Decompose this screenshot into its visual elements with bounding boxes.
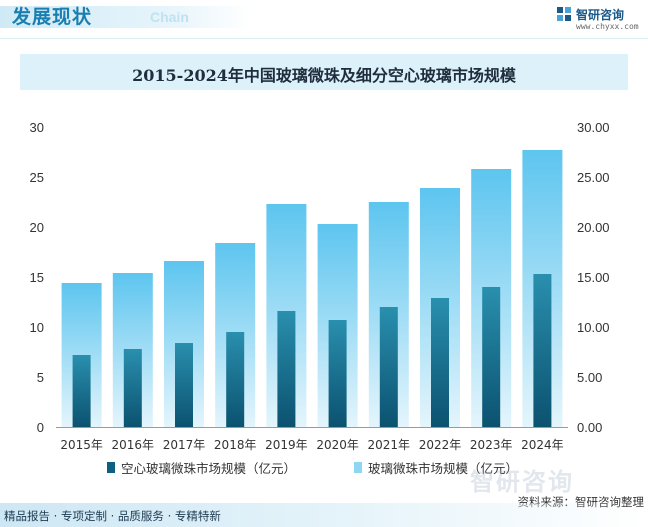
legend-swatch-hollow (107, 461, 115, 473)
legend: 空心玻璃微珠市场规模（亿元） 玻璃微珠市场规模（亿元） (0, 457, 648, 477)
y-left-tick-label: 10 (30, 320, 44, 335)
bar-hollow-microbead[interactable] (431, 298, 449, 427)
x-tick-label: 2016年 (112, 438, 155, 452)
bar-hollow-microbead[interactable] (533, 274, 552, 427)
brand-name: 智研咨询 (576, 8, 625, 22)
bar-hollow-microbead[interactable] (175, 343, 193, 427)
x-tick-label: 2023年 (470, 438, 513, 452)
x-tick-label: 2019年 (265, 438, 308, 452)
legend-swatch-glass (354, 461, 362, 473)
page-footer: 精品报告 · 专项定制 · 品质服务 · 专精特新 (0, 503, 648, 527)
y-axis-right: 0.00 5.00 10.00 15.00 20.00 25.00 30.00 (577, 120, 610, 435)
y-right-tick-label: 0.00 (577, 420, 602, 435)
x-tick-label: 2017年 (163, 438, 206, 452)
page-header: 发展现状 Chain 智研咨询 www.chyxx.com (0, 0, 648, 39)
watermark: 智研咨询 (470, 468, 574, 496)
y-left-tick-label: 0 (37, 420, 44, 435)
bar-hollow-microbead[interactable] (72, 355, 91, 427)
y-right-tick-label: 30.00 (577, 120, 610, 135)
bar-hollow-microbead[interactable] (277, 311, 296, 427)
bar-hollow-microbead[interactable] (226, 332, 245, 427)
y-axis-left: 0 5 10 15 20 25 30 (30, 120, 44, 435)
y-right-tick-label: 20.00 (577, 220, 610, 235)
section-title: 发展现状 (12, 6, 93, 28)
brand-url: www.chyxx.com (576, 22, 639, 31)
y-left-tick-label: 15 (30, 270, 44, 285)
y-left-tick-label: 25 (30, 170, 44, 185)
section-subtitle: Chain (150, 9, 189, 25)
legend-label-hollow: 空心玻璃微珠市场规模（亿元） (121, 460, 297, 476)
x-tick-label: 2018年 (214, 438, 257, 452)
y-left-tick-label: 5 (37, 370, 44, 385)
y-left-tick-label: 20 (30, 220, 44, 235)
series-hollow-microbead (72, 274, 552, 427)
bar-hollow-microbead[interactable] (123, 349, 142, 427)
x-tick-label: 2022年 (419, 438, 462, 452)
bar-hollow-microbead[interactable] (482, 287, 501, 427)
x-tick-label: 2021年 (368, 438, 411, 452)
brand-logo-icon (557, 7, 571, 21)
chart-title-band: 2015-2024年中国玻璃微珠及细分空心玻璃市场规模 (20, 54, 628, 90)
bar-hollow-microbead[interactable] (328, 320, 347, 427)
footer-text: 精品报告 · 专项定制 · 品质服务 · 专精特新 (4, 509, 221, 523)
x-tick-label: 2015年 (60, 438, 103, 452)
x-tick-label: 2020年 (316, 438, 359, 452)
legend-item-hollow[interactable]: 空心玻璃微珠市场规模（亿元） (107, 457, 296, 477)
y-right-tick-label: 15.00 (577, 270, 610, 285)
y-right-tick-label: 10.00 (577, 320, 610, 335)
y-left-tick-label: 30 (30, 120, 44, 135)
y-right-tick-label: 5.00 (577, 370, 602, 385)
brand[interactable]: 智研咨询 www.chyxx.com (556, 4, 640, 34)
x-tick-label: 2024年 (521, 438, 564, 452)
chart-title: 2015-2024年中国玻璃微珠及细分空心玻璃市场规模 (132, 66, 516, 85)
header-bar (0, 6, 250, 28)
legend-label-glass: 玻璃微珠市场规模（亿元） (368, 460, 519, 476)
y-right-tick-label: 25.00 (577, 170, 610, 185)
header-divider (0, 38, 648, 39)
footer-band (0, 503, 648, 527)
x-axis: 2015年 2016年 2017年 2018年 2019年 2020年 2021年 2022年… (60, 438, 563, 452)
bar-hollow-microbead[interactable] (379, 307, 398, 427)
legend-item-glass[interactable]: 玻璃微珠市场规模（亿元） (354, 457, 518, 477)
